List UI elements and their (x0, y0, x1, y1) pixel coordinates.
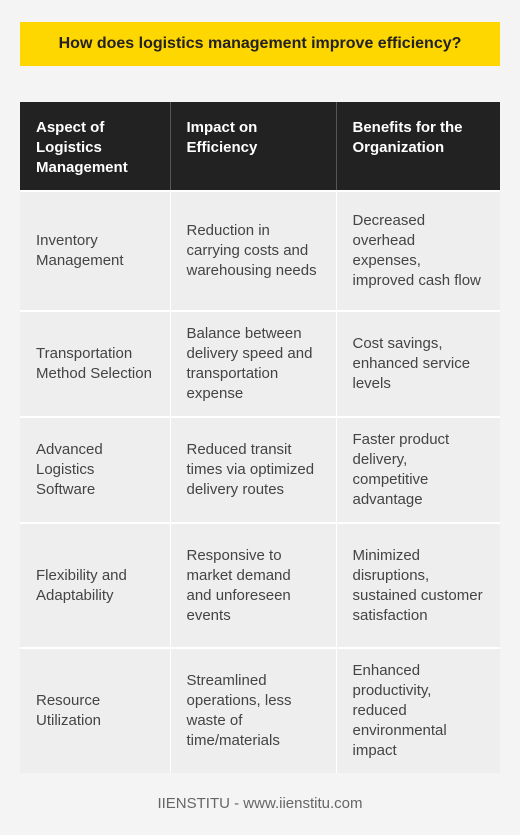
table-cell: Minimized disruptions, sustained custome… (336, 522, 500, 648)
table-cell: Streamlined operations, less waste of ti… (170, 647, 337, 773)
column-header: Benefits for the Organization (336, 102, 500, 191)
table-row: Inventory Management Reduction in carryi… (20, 190, 500, 311)
page-title: How does logistics management improve ef… (58, 35, 462, 52)
table-cell: Enhanced productivity, reduced environme… (336, 647, 500, 773)
table-cell: Responsive to market demand and unforese… (170, 522, 337, 648)
table-cell: Reduced transit times via optimized deli… (170, 416, 337, 523)
table-cell: Faster product delivery, competitive adv… (336, 416, 500, 523)
footer-credit: IIENSTITU - www.iienstitu.com (157, 795, 363, 812)
table-row: Advanced Logistics Software Reduced tran… (20, 416, 500, 523)
table-cell: Advanced Logistics Software (20, 416, 171, 523)
table-header-row: Aspect of Logistics Management Impact on… (20, 102, 500, 191)
table-row: Resource Utilization Streamlined operati… (20, 647, 500, 773)
table-cell: Flexibility and Adaptability (20, 522, 171, 648)
table-cell: Resource Utilization (20, 647, 171, 773)
column-header: Impact on Efficiency (170, 102, 337, 191)
table-cell: Decreased overhead expenses, improved ca… (336, 190, 500, 311)
table-cell: Balance between delivery speed and trans… (170, 310, 337, 417)
title-banner: How does logistics management improve ef… (20, 22, 500, 66)
table-row: Flexibility and Adaptability Responsive … (20, 522, 500, 648)
table-cell: Transportation Method Selection (20, 310, 171, 417)
column-header: Aspect of Logistics Management (20, 102, 171, 191)
table-cell: Inventory Management (20, 190, 171, 311)
table-row: Transportation Method Selection Balance … (20, 310, 500, 417)
table-cell: Reduction in carrying costs and warehous… (170, 190, 337, 311)
logistics-table: Aspect of Logistics Management Impact on… (20, 102, 500, 773)
table-cell: Cost savings, enhanced service levels (336, 310, 500, 417)
